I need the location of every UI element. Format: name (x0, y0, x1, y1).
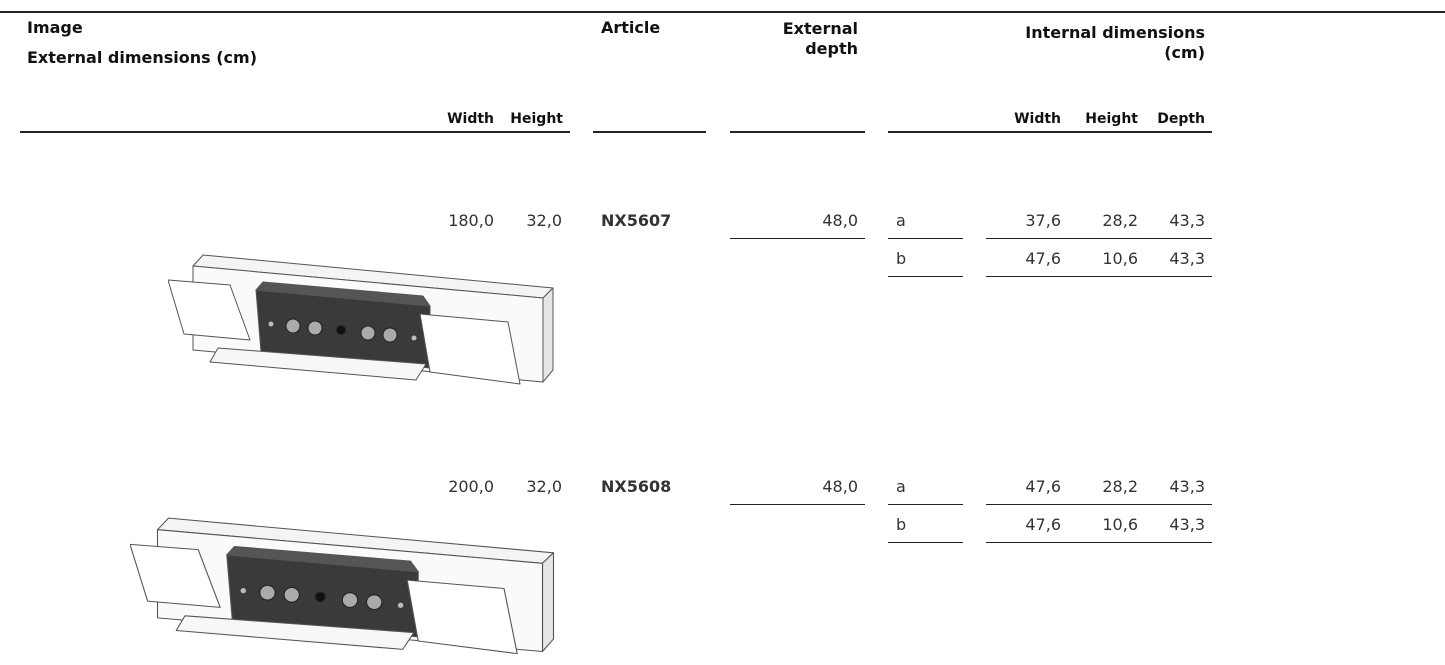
header-internal-depth: Depth (1157, 111, 1205, 127)
internal-depth: 43,3 (1169, 477, 1205, 496)
row-rule (888, 238, 963, 239)
height: 32,0 (526, 211, 562, 230)
row-rule (888, 542, 963, 543)
compartment-label: a (896, 211, 906, 230)
header-internal: Internal dimensions (cm) (1025, 23, 1205, 62)
rule (888, 131, 1212, 133)
article: NX5607 (601, 211, 672, 230)
header-external: External dimensions (cm) (27, 48, 257, 67)
external-depth: 48,0 (822, 477, 858, 496)
row-rule (986, 542, 1212, 543)
internal-width: 47,6 (1025, 477, 1061, 496)
product-image (130, 517, 555, 655)
external-depth: 48,0 (822, 211, 858, 230)
width: 200,0 (448, 477, 494, 496)
internal-height: 28,2 (1102, 211, 1138, 230)
width: 180,0 (448, 211, 494, 230)
internal-width: 47,6 (1025, 515, 1061, 534)
header-internal-height: Height (1085, 111, 1138, 127)
header-width: Width (447, 111, 494, 127)
internal-height: 28,2 (1102, 477, 1138, 496)
header-image: Image (27, 18, 83, 37)
header-external-depth: External depth (782, 19, 858, 58)
row-rule (888, 504, 963, 505)
article: NX5608 (601, 477, 672, 496)
internal-width: 47,6 (1025, 249, 1061, 268)
product-image (168, 254, 554, 385)
compartment-label: b (896, 515, 907, 534)
rule (593, 131, 706, 133)
rule (20, 131, 570, 133)
internal-depth: 43,3 (1169, 515, 1205, 534)
row-rule (986, 276, 1212, 277)
row-rule (730, 238, 865, 239)
internal-depth: 43,3 (1169, 211, 1205, 230)
internal-height: 10,6 (1102, 249, 1138, 268)
internal-depth: 43,3 (1169, 249, 1205, 268)
header-height: Height (510, 111, 563, 127)
row-rule (888, 276, 963, 277)
rule (730, 131, 865, 133)
internal-height: 10,6 (1102, 515, 1138, 534)
header-article: Article (601, 18, 661, 37)
internal-width: 37,6 (1025, 211, 1061, 230)
top-rule (0, 11, 1445, 13)
row-rule (986, 238, 1212, 239)
height: 32,0 (526, 477, 562, 496)
compartment-label: b (896, 249, 907, 268)
row-rule (986, 504, 1212, 505)
row-rule (730, 504, 865, 505)
header-internal-width: Width (1014, 111, 1061, 127)
compartment-label: a (896, 477, 906, 496)
